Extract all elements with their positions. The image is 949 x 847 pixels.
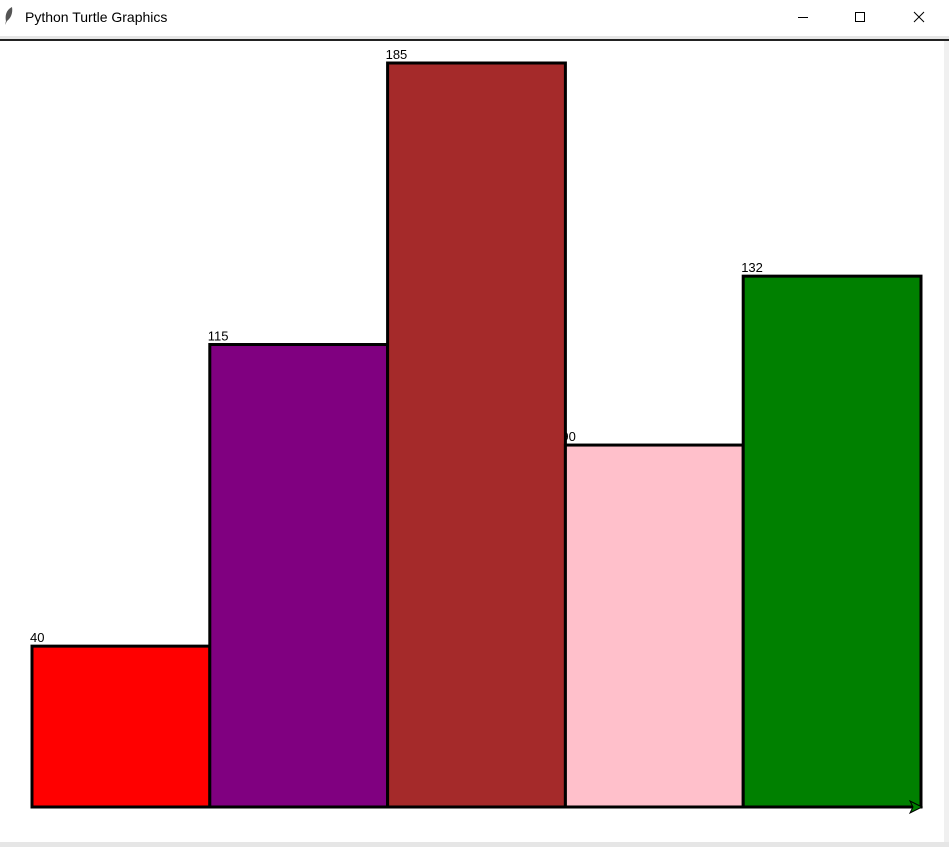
canvas-border-bottom — [0, 842, 949, 847]
menu-separator — [0, 36, 949, 41]
turtle-cursor-icon — [908, 799, 924, 815]
bar-value-label: 185 — [386, 47, 408, 62]
minimize-icon — [798, 17, 808, 18]
title-bar: Python Turtle Graphics — [0, 0, 949, 34]
bar — [386, 61, 567, 809]
maximize-button[interactable] — [837, 0, 883, 34]
close-icon — [913, 11, 925, 23]
feather-icon — [5, 7, 13, 25]
bar — [30, 644, 212, 809]
bar — [563, 443, 745, 809]
maximize-icon — [855, 12, 865, 22]
bar-value-label: 115 — [208, 329, 229, 344]
bar-value-label: 40 — [30, 630, 44, 645]
window-title: Python Turtle Graphics — [25, 9, 168, 25]
bar-value-label: 132 — [741, 260, 763, 275]
bar — [208, 343, 390, 809]
close-button[interactable] — [896, 0, 942, 34]
minimize-button[interactable] — [780, 0, 826, 34]
canvas-border-right — [944, 41, 949, 842]
bar — [741, 274, 923, 809]
